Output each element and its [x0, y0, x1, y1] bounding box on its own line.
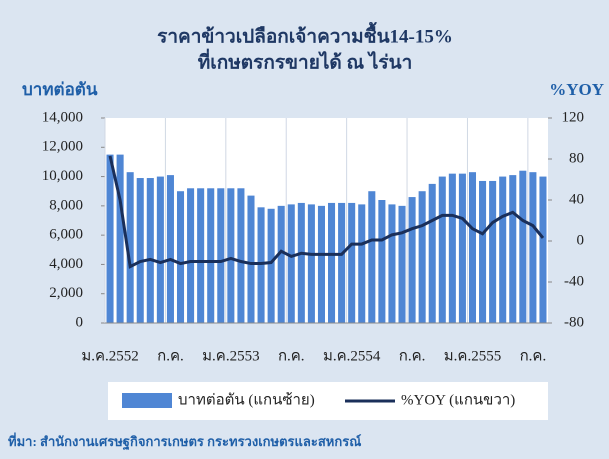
x-tick-label: ก.ค.	[157, 348, 184, 364]
bar	[348, 202, 356, 323]
bar	[428, 183, 436, 323]
bar	[237, 188, 245, 323]
bar	[227, 188, 235, 323]
bar	[317, 205, 325, 323]
bar	[458, 173, 466, 323]
x-tick-label: ก.ค.	[399, 348, 426, 364]
x-tick-label: ก.ค.	[278, 348, 305, 364]
y-tick-label: 4,000	[49, 256, 83, 272]
bar	[489, 180, 497, 323]
bar	[187, 188, 195, 323]
bar	[267, 208, 275, 323]
bar	[116, 154, 124, 323]
bar	[247, 195, 255, 323]
bar	[287, 204, 295, 323]
bar	[297, 202, 305, 323]
y2-tick-label: 0	[577, 232, 585, 248]
bar	[509, 175, 517, 323]
y-tick-label: 14,000	[42, 109, 83, 125]
x-tick-label: ม.ค.2554	[323, 348, 381, 364]
bar	[479, 180, 487, 323]
bar	[126, 172, 134, 323]
bar	[136, 178, 144, 323]
bar	[328, 202, 336, 323]
y-tick-label: 6,000	[49, 227, 83, 243]
bar	[207, 188, 215, 323]
source: ที่มา: สำนักงานเศรษฐกิจการเกษตร กระทรวงเ…	[8, 432, 361, 451]
y2-tick-label: 40	[569, 191, 584, 207]
x-tick-label: ก.ค.	[520, 348, 547, 364]
bar	[499, 176, 507, 323]
bar	[418, 191, 426, 323]
bar	[176, 191, 185, 323]
bar	[529, 172, 537, 323]
y2-tick-label: -80	[564, 314, 584, 330]
bar	[448, 173, 456, 323]
bar	[358, 204, 366, 323]
bar	[438, 176, 446, 323]
x-tick-label: ม.ค.2552	[81, 348, 138, 364]
chart-title: ราคาข้าวเปลือกเจ้าความชื้น14-15%	[157, 21, 453, 47]
y-tick-label: 10,000	[42, 168, 83, 184]
bar	[197, 188, 205, 323]
bar	[146, 178, 154, 323]
bar	[388, 204, 396, 323]
y-tick-label: 12,000	[42, 139, 83, 155]
y-tick-label: 8,000	[49, 197, 83, 213]
y-tick-label: 0	[76, 314, 84, 330]
y2-tick-label: -40	[564, 273, 584, 289]
bar	[156, 176, 164, 323]
bar	[257, 207, 265, 323]
legend-label: %YOY (แกนขวา)	[401, 392, 515, 408]
x-tick-label: ม.ค.2555	[444, 348, 501, 364]
bar	[368, 191, 376, 323]
legend-swatch	[122, 393, 172, 408]
chart-subtitle: ที่เกษตรกรขายได้ ณ ไร่นา	[198, 48, 413, 73]
line	[108, 155, 545, 269]
bar	[277, 205, 285, 323]
legend-label: บาทต่อตัน (แกนซ้าย)	[178, 391, 315, 408]
y-tick-label: 2,000	[49, 285, 83, 301]
bar	[106, 154, 114, 323]
bar	[217, 188, 225, 323]
y2-axis-label: %YOY	[549, 80, 604, 99]
bar	[539, 176, 547, 323]
legend-box	[108, 382, 548, 420]
bar	[166, 175, 174, 323]
y2-tick-label: 120	[562, 109, 585, 125]
y-axis-label: บาทต่อตัน	[22, 80, 98, 99]
bar	[307, 204, 315, 323]
bar	[468, 172, 477, 323]
bar	[338, 202, 346, 323]
bar	[519, 170, 527, 323]
y2-tick-label: 80	[569, 150, 584, 166]
bar	[408, 197, 416, 323]
x-tick-label: ม.ค.2553	[202, 348, 259, 364]
bar	[378, 200, 386, 323]
bar	[398, 205, 406, 323]
